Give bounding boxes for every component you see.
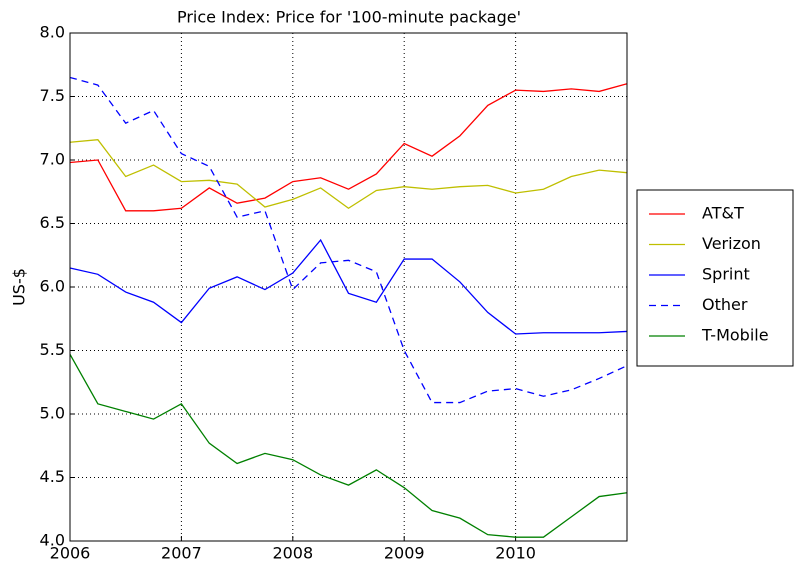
legend-label: Verizon [702,234,761,253]
legend-label: Sprint [702,265,750,284]
series-line [69,83,628,212]
y-tick-label: 5.5 [40,340,65,359]
y-axis-label: US-$ [10,268,29,306]
y-tick-label: 5.0 [40,404,65,423]
series-line [69,353,628,538]
y-tick-label: 8.0 [40,23,65,42]
x-tick-label: 2006 [50,544,91,563]
legend-label: T-Mobile [701,326,769,345]
y-tick-label: 7.0 [40,150,65,169]
series-line [69,238,628,335]
legend-box [636,189,794,367]
plot-frame [69,32,628,542]
y-tick-label: 6.5 [40,213,65,232]
x-tick-label: 2010 [495,544,536,563]
x-tick-label: 2007 [161,544,202,563]
legend-label: Other [702,295,748,314]
y-tick-label: 7.5 [40,86,65,105]
y-tick-label: 4.5 [40,467,65,486]
y-tick-label: 6.0 [40,277,65,296]
x-tick-label: 2009 [384,544,425,563]
chart-title: Price Index: Price for '100-minute packa… [177,8,521,27]
series-line [69,138,628,210]
y-tick-label: 4.0 [40,531,65,550]
legend-label: AT&T [702,204,744,223]
series-line [69,76,628,404]
x-tick-label: 2008 [272,544,313,563]
